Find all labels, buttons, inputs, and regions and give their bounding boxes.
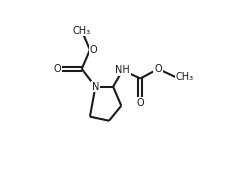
Text: NH: NH: [115, 65, 130, 75]
Text: O: O: [90, 45, 98, 55]
Text: CH₃: CH₃: [176, 72, 194, 82]
Text: O: O: [137, 98, 144, 108]
Text: O: O: [54, 64, 61, 74]
Text: CH₃: CH₃: [73, 26, 91, 36]
Text: N: N: [92, 82, 99, 92]
Text: O: O: [154, 64, 162, 74]
